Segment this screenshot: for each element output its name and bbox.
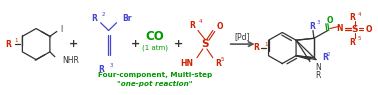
Text: Four-component, Multi-step: Four-component, Multi-step [98, 72, 212, 78]
Text: R: R [254, 44, 259, 52]
Text: 1: 1 [15, 38, 18, 43]
Text: R: R [350, 38, 356, 47]
Text: HN: HN [180, 59, 193, 68]
Text: R: R [189, 21, 195, 30]
Text: +: + [69, 39, 79, 49]
Text: 5: 5 [358, 36, 361, 41]
Text: 1: 1 [265, 42, 268, 47]
Text: R: R [350, 13, 356, 22]
Text: (1 atm): (1 atm) [142, 45, 168, 51]
Text: NHR: NHR [62, 56, 79, 65]
Text: R: R [309, 22, 315, 31]
Text: R: R [91, 14, 97, 23]
Text: R: R [315, 71, 321, 80]
Text: 3: 3 [110, 63, 113, 68]
Text: R: R [322, 53, 328, 62]
Text: S: S [352, 25, 358, 34]
Text: Br: Br [122, 14, 132, 23]
Text: 5: 5 [221, 57, 224, 62]
Text: S: S [201, 39, 209, 49]
Text: R: R [99, 65, 105, 74]
Text: R: R [5, 40, 11, 49]
Text: CO: CO [146, 30, 165, 43]
Text: +: + [131, 39, 140, 49]
Text: I: I [60, 25, 62, 34]
Text: N: N [336, 24, 343, 33]
Text: O: O [366, 25, 372, 34]
Text: "one-pot reaction": "one-pot reaction" [118, 81, 193, 87]
Text: O: O [217, 22, 223, 31]
Text: 2: 2 [102, 12, 105, 17]
Text: 3: 3 [317, 20, 321, 25]
Text: O: O [327, 16, 333, 25]
Text: N: N [315, 63, 321, 72]
Text: 4: 4 [358, 11, 361, 17]
Text: 2: 2 [327, 52, 330, 57]
Text: 4: 4 [199, 19, 203, 24]
Text: +: + [174, 39, 183, 49]
Text: R: R [215, 59, 221, 68]
Text: [Pd]: [Pd] [235, 32, 250, 41]
